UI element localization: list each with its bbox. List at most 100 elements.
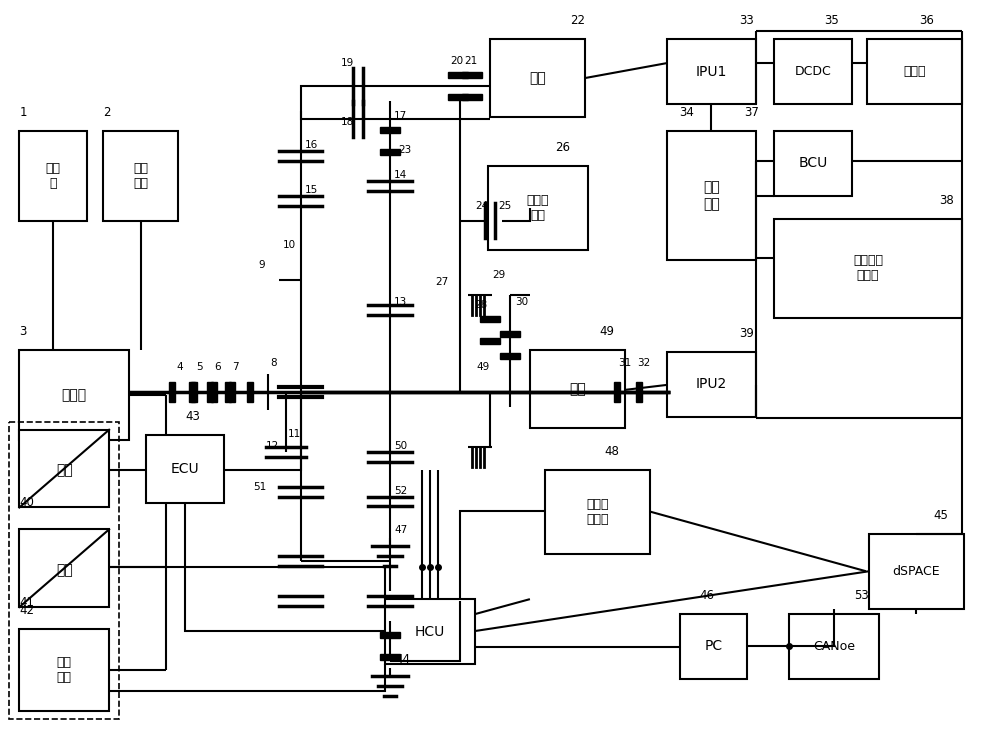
Bar — [530, 350, 625, 428]
Text: DCDC: DCDC — [795, 65, 832, 78]
Text: 9: 9 — [259, 260, 265, 270]
Bar — [545, 470, 650, 554]
Text: 50: 50 — [394, 441, 407, 451]
Text: 钥匙
总成: 钥匙 总成 — [57, 656, 72, 684]
Text: 53: 53 — [854, 589, 869, 602]
Text: 33: 33 — [739, 14, 754, 27]
Text: 3: 3 — [19, 325, 27, 338]
Text: 23: 23 — [398, 145, 412, 155]
Text: 40: 40 — [19, 497, 34, 509]
Text: 电力测
功机: 电力测 功机 — [527, 194, 549, 222]
Text: 52: 52 — [394, 485, 408, 496]
Bar — [789, 614, 879, 679]
Text: 发动机: 发动机 — [62, 388, 87, 402]
Text: 21: 21 — [464, 56, 477, 66]
Bar — [189, 382, 195, 402]
Bar — [247, 382, 253, 402]
Text: 31: 31 — [618, 358, 631, 368]
Bar — [169, 382, 175, 402]
Text: 制动: 制动 — [56, 563, 73, 577]
Bar — [103, 131, 178, 221]
Text: 16: 16 — [305, 140, 318, 149]
Bar — [19, 350, 129, 440]
Text: 28: 28 — [474, 300, 487, 310]
Bar — [385, 599, 475, 664]
Bar — [380, 654, 400, 660]
Text: 10: 10 — [283, 240, 296, 250]
Text: 34: 34 — [680, 106, 694, 119]
Bar — [667, 352, 756, 417]
Text: 4: 4 — [177, 362, 183, 372]
Text: 29: 29 — [492, 270, 505, 280]
Text: 测功机控
制系统: 测功机控 制系统 — [853, 255, 883, 283]
Text: ECU: ECU — [171, 462, 199, 476]
Bar — [448, 72, 468, 78]
Text: IPU1: IPU1 — [696, 64, 727, 78]
Text: 光烟
度计: 光烟 度计 — [133, 162, 148, 189]
Bar — [480, 338, 500, 344]
Text: BCU: BCU — [799, 156, 828, 170]
Text: 紧急关
闭装置: 紧急关 闭装置 — [586, 498, 608, 526]
Text: 6: 6 — [214, 362, 221, 372]
Bar — [19, 430, 109, 508]
Bar — [191, 382, 197, 402]
Bar — [774, 131, 852, 195]
Bar — [19, 131, 87, 221]
Text: IPU2: IPU2 — [696, 377, 727, 391]
Text: 49: 49 — [600, 325, 615, 338]
Text: 5: 5 — [197, 362, 203, 372]
Text: 26: 26 — [555, 141, 570, 154]
Bar — [225, 382, 231, 402]
Text: 动力
电池: 动力 电池 — [703, 181, 720, 211]
Text: 47: 47 — [394, 525, 408, 535]
Text: 加速: 加速 — [56, 464, 73, 477]
Text: dSPACE: dSPACE — [893, 565, 940, 578]
Bar — [19, 629, 109, 710]
Bar — [500, 353, 520, 359]
Text: CANoe: CANoe — [813, 640, 855, 653]
Bar — [614, 382, 620, 402]
Text: 油耗
仪: 油耗 仪 — [46, 162, 61, 189]
Text: 51: 51 — [253, 482, 266, 491]
Text: 30: 30 — [515, 297, 528, 307]
Bar — [462, 94, 482, 100]
Text: 7: 7 — [232, 362, 239, 372]
Text: 43: 43 — [186, 410, 201, 423]
Bar — [488, 166, 588, 250]
Text: 49: 49 — [476, 362, 489, 372]
Bar — [667, 39, 756, 104]
Bar — [211, 382, 217, 402]
Text: 46: 46 — [699, 589, 714, 602]
Text: 13: 13 — [394, 297, 408, 307]
Text: 8: 8 — [271, 358, 277, 368]
Bar — [667, 131, 756, 260]
Text: 32: 32 — [638, 358, 651, 368]
Text: 25: 25 — [498, 201, 511, 211]
Text: 35: 35 — [824, 14, 839, 27]
Text: 20: 20 — [450, 56, 463, 66]
Text: 37: 37 — [744, 106, 759, 119]
Text: 42: 42 — [19, 604, 34, 617]
Text: PC: PC — [704, 639, 722, 653]
Bar — [490, 39, 585, 117]
Bar — [636, 382, 642, 402]
Text: 蓄电池: 蓄电池 — [903, 65, 926, 78]
Text: 48: 48 — [605, 445, 620, 457]
Text: 22: 22 — [570, 14, 585, 27]
Text: 19: 19 — [340, 58, 354, 68]
Text: 17: 17 — [394, 111, 408, 121]
Bar — [380, 149, 400, 155]
Bar — [867, 39, 962, 104]
Text: 电机: 电机 — [529, 71, 546, 85]
Text: 1: 1 — [19, 106, 27, 119]
Text: 24: 24 — [475, 201, 488, 211]
Text: 27: 27 — [435, 278, 448, 287]
Text: 45: 45 — [934, 509, 949, 522]
Bar — [146, 435, 224, 502]
Text: 2: 2 — [103, 106, 111, 119]
Text: 44: 44 — [395, 653, 410, 666]
Text: 18: 18 — [340, 117, 354, 127]
Bar — [448, 94, 468, 100]
Bar — [207, 382, 213, 402]
Bar — [462, 72, 482, 78]
